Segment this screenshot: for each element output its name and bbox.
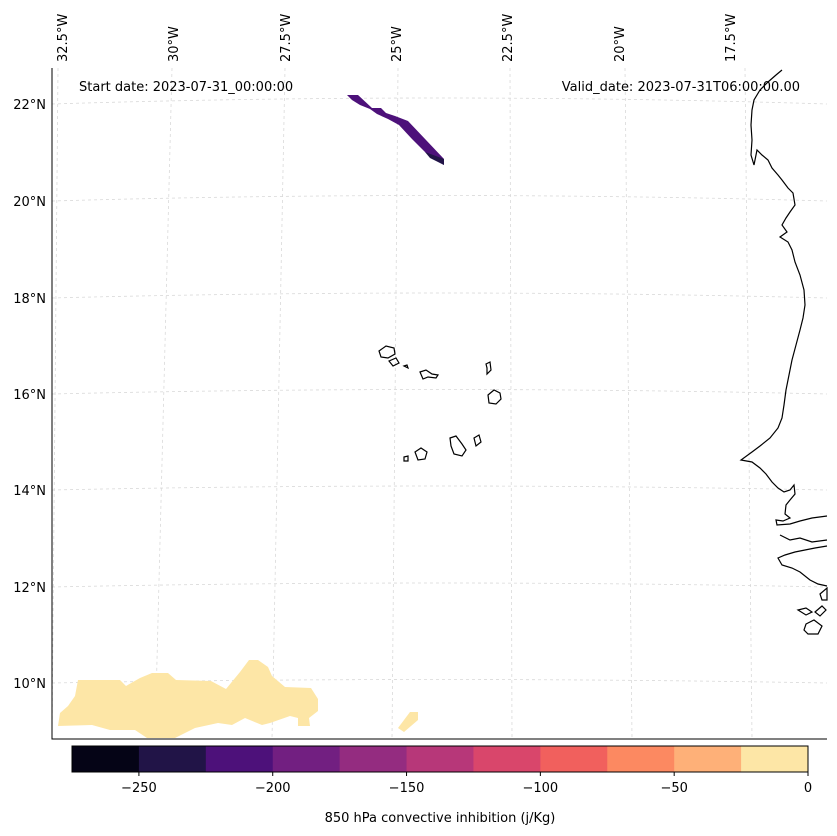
coastlines [378, 69, 828, 635]
parallel-18n [51, 292, 828, 299]
colorbar-tick-label: −100 [523, 781, 559, 796]
colorbar-frame [71, 745, 809, 773]
lat-label: 18°N [13, 292, 46, 307]
colorbar-swatch [406, 746, 474, 772]
lon-label: 30°W [167, 26, 182, 62]
meridian-20w [624, 67, 633, 740]
colorbar-tick-label: −200 [255, 781, 291, 796]
cin-region-northwest-dark [425, 152, 444, 165]
lat-labels: 22°N 20°N 18°N 16°N 14°N 12°N 10°N [13, 98, 46, 692]
parallel-22n [51, 97, 828, 105]
lon-label: 27.5°W [279, 14, 294, 62]
meridian-30w [154, 67, 173, 740]
lon-label: 17.5°W [724, 14, 739, 62]
colorbar-swatch [339, 746, 408, 772]
cin-region-south-patch [398, 712, 418, 732]
island-sao-vicente [388, 357, 400, 367]
lat-label: 12°N [13, 581, 46, 596]
lon-label: 22.5°W [501, 14, 516, 62]
lat-label: 14°N [13, 484, 46, 499]
parallel-16n [51, 389, 828, 395]
colorbar-swatch [272, 746, 341, 772]
colorbar-tick-label: 0 [804, 781, 812, 796]
colorbar-label: 850 hPa convective inhibition (j/Kg) [325, 811, 556, 826]
island-brava [403, 455, 409, 462]
map-frame [51, 68, 827, 740]
colorbar-tick-label: −50 [660, 781, 687, 796]
meridian-22-5w [509, 67, 513, 740]
colorbar-tick-label: −250 [121, 781, 157, 796]
lat-label: 22°N [13, 98, 46, 113]
island-maio [473, 434, 482, 448]
africa-coastline-south [777, 545, 828, 587]
colorbar-swatch [540, 746, 608, 772]
island-santo-antao [378, 345, 396, 359]
colorbar-swatch [674, 746, 742, 772]
lat-label: 10°N [13, 677, 46, 692]
island-santiago [449, 435, 467, 457]
colorbar-swatch [741, 746, 809, 772]
colorbar-swatch [607, 746, 675, 772]
island-boa-vista [487, 389, 502, 405]
island-sao-nicolau [419, 369, 440, 380]
lat-label: 16°N [13, 388, 46, 403]
lat-label: 20°N [13, 195, 46, 210]
island-sal [485, 361, 492, 376]
cin-region-southwest [58, 660, 318, 738]
lon-label: 20°W [613, 26, 628, 62]
cin-field [58, 95, 444, 738]
lon-labels: 32.5°W 30°W 27.5°W 25°W 22.5°W 20°W 17.5… [56, 14, 739, 62]
lon-label: 25°W [390, 26, 405, 62]
coastal-islands-2 [814, 605, 827, 617]
meridian-25w [391, 67, 399, 740]
colorbar-swatch [205, 746, 274, 772]
valid-date: Valid_date: 2023-07-31T06:00:00.00 [562, 80, 800, 95]
meridian-17-5w [744, 67, 753, 740]
parallel-14n [51, 485, 828, 491]
island-santa-luzia [402, 364, 410, 370]
meridian-27-5w [271, 67, 286, 740]
meridian-32-5w [51, 67, 59, 740]
parallel-20n [51, 195, 828, 202]
map-panel [52, 68, 827, 739]
colorbar-swatch [72, 746, 140, 772]
colorbar-swatch [138, 746, 207, 772]
lon-label: 32.5°W [56, 14, 71, 62]
coastal-islands-3 [803, 619, 823, 635]
colorbar: −250 −200 −150 −100 −50 0 [71, 745, 812, 796]
parallel-12n [51, 582, 828, 588]
africa-coastline-inlet [779, 534, 828, 543]
africa-coastline [739, 69, 828, 526]
start-date: Start date: 2023-07-31_00:00:00 [79, 80, 293, 95]
colorbar-tick-label: −150 [389, 781, 425, 796]
coastal-islands-1 [796, 607, 814, 616]
coastal-islands-4 [819, 586, 828, 601]
colorbar-swatch [473, 746, 541, 772]
island-fogo [414, 447, 428, 461]
